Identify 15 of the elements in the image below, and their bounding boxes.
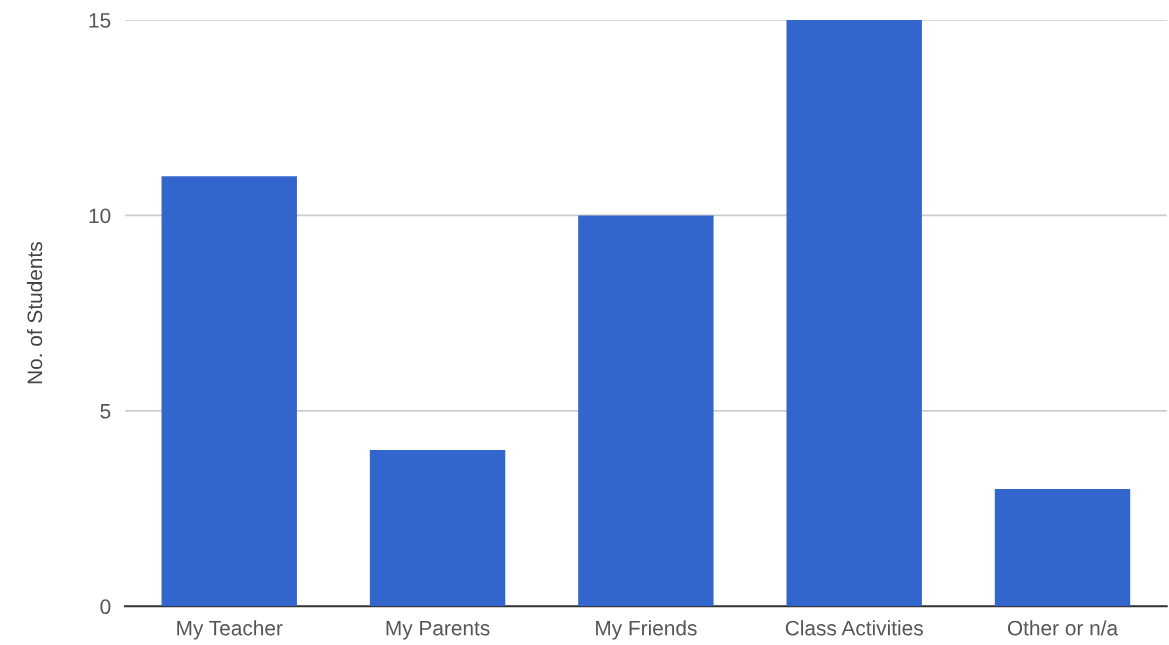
bar <box>161 176 297 607</box>
y-axis-title: No. of Students <box>26 242 43 384</box>
x-tick-label: My Parents <box>386 620 490 640</box>
bar <box>578 215 714 607</box>
y-tick-label: 0 <box>100 599 111 615</box>
x-tick-label: Class Activities <box>785 620 923 636</box>
bar <box>994 489 1131 607</box>
y-tick-label: 15 <box>89 13 111 28</box>
x-tick-label: My Friends <box>596 620 697 640</box>
y-tick-label: 5 <box>100 404 111 419</box>
bar <box>786 20 922 607</box>
y-tick-label: 10 <box>89 208 111 224</box>
bar <box>369 449 506 607</box>
x-tick-label: My Teacher <box>177 620 283 640</box>
x-tick-label: Other or n/a <box>1007 620 1119 636</box>
